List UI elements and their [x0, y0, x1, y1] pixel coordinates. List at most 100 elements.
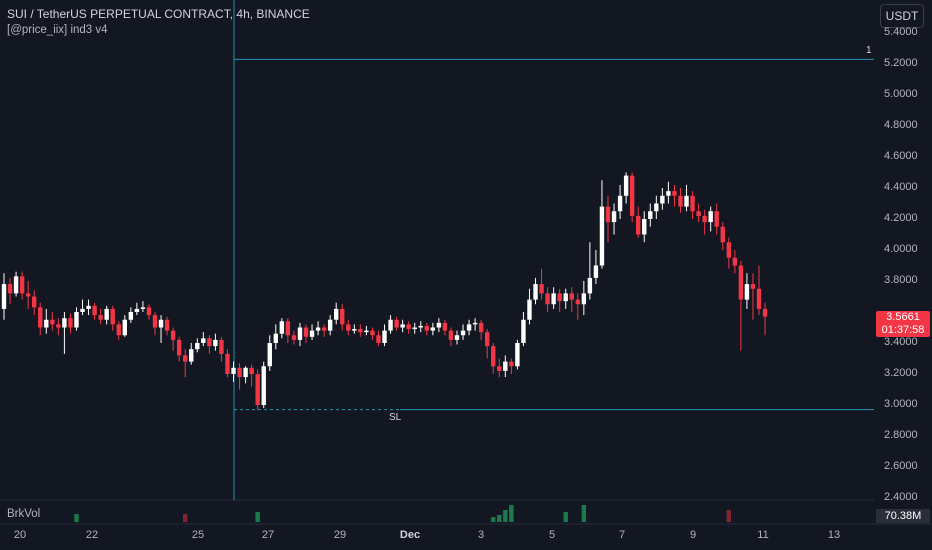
candle — [38, 302, 43, 336]
candle — [587, 242, 593, 300]
candle-body — [611, 211, 617, 223]
candle — [575, 293, 580, 320]
price-axis-tick: 5.2000 — [884, 57, 918, 69]
time-axis-tick: 5 — [548, 529, 556, 541]
price-axis-tick: 4.0000 — [884, 243, 918, 255]
candle-body — [158, 319, 164, 328]
candle-body — [478, 322, 484, 333]
candle — [213, 333, 218, 351]
candle-body — [128, 312, 134, 320]
candle-body — [515, 343, 520, 367]
candle — [509, 358, 514, 374]
candle — [164, 316, 170, 336]
price-axis-tick: 4.2000 — [884, 212, 918, 224]
indicator-name[interactable]: [@price_iix] ind3 v4 — [7, 24, 108, 36]
candle-body — [13, 276, 19, 294]
candle-body — [50, 319, 55, 325]
candle-body — [672, 191, 677, 196]
candle — [158, 315, 164, 343]
candle — [176, 336, 182, 362]
candle-body — [352, 329, 357, 331]
candle — [128, 307, 134, 323]
candle-body — [321, 327, 327, 331]
candle — [690, 191, 695, 219]
stop-loss-label: SL — [389, 412, 402, 423]
currency-button[interactable]: USDT — [880, 4, 924, 28]
candle — [98, 308, 103, 325]
candle — [581, 281, 587, 316]
candle-body — [261, 366, 266, 405]
candle-body — [581, 293, 587, 305]
candle — [448, 327, 454, 347]
candle-body — [629, 175, 635, 216]
candle — [442, 319, 448, 336]
candle-body — [370, 330, 375, 336]
candle-body — [720, 226, 725, 243]
candle — [460, 324, 466, 340]
candle-body — [32, 296, 37, 308]
last-price-value: 3.5661 — [886, 311, 920, 323]
candle — [358, 324, 363, 337]
candle-body — [315, 327, 321, 331]
candle-body — [152, 315, 158, 328]
bar-countdown: 01:37:58 — [881, 324, 925, 336]
candle-body — [563, 293, 568, 302]
candle — [50, 312, 55, 331]
candle-body — [436, 322, 442, 328]
candle — [219, 336, 224, 362]
candle — [430, 322, 436, 336]
candle-body — [249, 367, 254, 374]
candle-body — [183, 355, 188, 362]
candle — [599, 180, 605, 269]
candle-body — [25, 293, 31, 297]
candle-body — [146, 307, 152, 316]
candle — [424, 322, 429, 336]
volume-indicator-name[interactable]: BrkVol — [7, 508, 41, 520]
candle — [720, 222, 725, 250]
candle — [19, 271, 25, 300]
candle — [25, 281, 31, 309]
candle-body — [231, 367, 236, 374]
candle-body — [690, 195, 695, 212]
candle-body — [140, 307, 146, 309]
candle-body — [68, 318, 73, 328]
candle-body — [442, 322, 448, 331]
candle-body — [213, 339, 218, 347]
candle-body — [527, 299, 532, 320]
candle-body — [533, 284, 538, 300]
candle — [623, 172, 629, 204]
candle — [267, 335, 272, 371]
candle-body — [412, 327, 417, 330]
volume-bar — [581, 505, 587, 522]
candle — [527, 288, 532, 325]
candle — [231, 361, 236, 382]
candle — [237, 363, 242, 390]
candle — [334, 302, 339, 325]
candle-body — [267, 343, 272, 367]
candle-body — [762, 308, 768, 317]
candle-body — [92, 305, 97, 316]
candle — [436, 318, 442, 333]
candle — [352, 324, 357, 334]
candle-body — [557, 293, 562, 302]
candle-body — [503, 361, 508, 371]
candle-body — [116, 324, 121, 336]
candle-body — [593, 265, 599, 278]
symbol-title[interactable]: SUI / TetherUS PERPETUAL CONTRACT, 4h, B… — [7, 7, 310, 21]
candle — [315, 321, 321, 336]
volume-bar — [497, 515, 502, 522]
candle — [189, 343, 194, 365]
candle-body — [243, 367, 248, 378]
candle — [708, 206, 713, 232]
candle — [533, 277, 538, 305]
candle-body — [207, 338, 212, 347]
candle — [13, 271, 19, 297]
candle — [62, 312, 67, 354]
candle — [170, 327, 176, 351]
candle-body — [62, 318, 67, 328]
candle-body — [303, 327, 309, 337]
candle-body — [7, 284, 13, 294]
candle — [672, 184, 677, 207]
candle-body — [684, 195, 689, 207]
